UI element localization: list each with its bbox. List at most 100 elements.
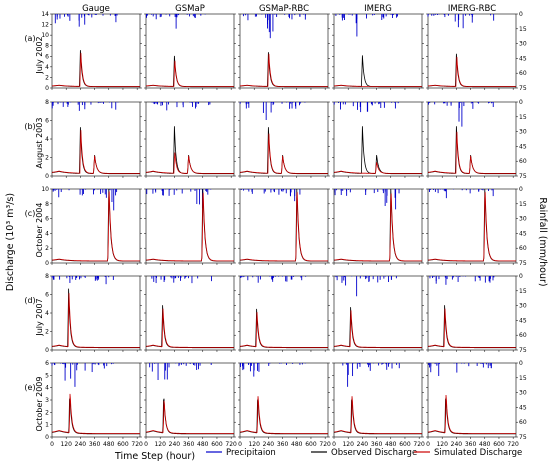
observed-line (239, 52, 328, 88)
observed-line (239, 308, 328, 349)
x-tick-label: 0 (144, 441, 148, 448)
panel (238, 188, 330, 265)
rain-tick-label: 75 (519, 347, 527, 354)
rain-tick-label: 15 (519, 375, 527, 382)
panel-frame (427, 362, 517, 438)
row-tag: (a) (24, 34, 35, 43)
x-tick-label: 240 (357, 441, 369, 448)
rain-tick-label: 60 (519, 70, 527, 77)
panel: 0 2 4 6 8 (45, 273, 142, 354)
simulated-line (145, 192, 234, 262)
x-tick-label: 120 (248, 441, 260, 448)
y-tick-label: 6 (45, 292, 49, 299)
y-tick-label: 4 (45, 230, 49, 237)
y-tick-label: 1 (45, 422, 49, 429)
rain-tick-label: 0 (519, 360, 523, 367)
x-tick-label: 720 (413, 441, 425, 448)
rain-tick-label: 45 (519, 317, 527, 324)
panel (238, 101, 330, 178)
panel: 0 2 4 6 8 (45, 99, 142, 180)
rain-tick-label: 30 (519, 390, 527, 397)
panel: GSMaP (144, 4, 236, 90)
y-tick-label: 2 (45, 245, 49, 252)
rain-tick-label: 45 (519, 404, 527, 411)
rain-tick-label: 0 (519, 186, 523, 193)
panel: 0 15 30 45 60 75 (426, 273, 527, 354)
rain-tick-label: 60 (519, 332, 527, 339)
y-tick-label: 0 (45, 434, 49, 441)
x-tick-label: 120 (436, 441, 448, 448)
panel-frame (239, 275, 329, 351)
y-tick-label: 0 (45, 347, 49, 354)
y-tick-label: 3 (45, 397, 49, 404)
panel-frame (427, 275, 517, 351)
rain-tick-label: 45 (519, 230, 527, 237)
panel (144, 188, 236, 265)
x-tick-label: 480 (197, 441, 209, 448)
panel (332, 188, 424, 265)
panel: 0 15 30 45 60 75 (426, 99, 527, 180)
rain-tick-label: 0 (519, 11, 523, 18)
y-tick-label: 5 (45, 372, 49, 379)
simulated-line (240, 312, 328, 348)
rain-tick-label: 0 (519, 99, 523, 106)
rain-tick-label: 45 (519, 143, 527, 150)
x-tick-label: 360 (277, 441, 289, 448)
observed-line (333, 307, 422, 349)
panel-frame (333, 188, 423, 264)
panel: 0 15 30 45 60 75 IMERG-RBC (426, 4, 527, 92)
simulated-line (427, 192, 516, 262)
observed-line (51, 50, 140, 88)
panel: 0 15 30 45 60 75 0 120 240 360 480 600 720 (426, 360, 527, 448)
panel: 0 120 240 360 480 600 720 (144, 362, 237, 448)
x-tick-label: 240 (75, 441, 87, 448)
x-tick-label: 0 (426, 441, 430, 448)
y-tick-label: 8 (45, 201, 49, 208)
x-tick-label: 0 (50, 441, 54, 448)
observed-line (427, 188, 516, 262)
x-tick-label: 240 (169, 441, 181, 448)
panel (332, 101, 424, 178)
panel: GSMaP-RBC (238, 4, 330, 90)
row-event-label: July 2002 (35, 36, 44, 74)
simulated-line (52, 52, 140, 87)
observed-line (427, 53, 516, 88)
panel-frame (239, 188, 329, 264)
x-tick-label: 120 (154, 441, 166, 448)
observed-line (427, 126, 516, 175)
x-tick-label: 720 (507, 441, 519, 448)
legend-label: Simulated Discharge (434, 448, 522, 458)
panel: 0 120 240 360 480 600 720 (332, 362, 425, 448)
y-tick-label: 6 (45, 360, 49, 367)
panel: 0 2 4 6 8 10 (41, 186, 142, 267)
simulated-line (240, 53, 328, 87)
simulated-line (427, 394, 516, 434)
panel (238, 275, 330, 352)
observed-line (145, 188, 234, 262)
x-tick-label: 600 (399, 441, 411, 448)
observed-line (51, 397, 140, 435)
y-tick-label: 6 (45, 118, 49, 125)
observed-line (239, 188, 328, 262)
rain-tick-label: 15 (519, 26, 527, 33)
y-tick-label: 2 (45, 329, 49, 336)
legend: Precipitaion Observed Discharge Simulated … (206, 448, 522, 458)
simulated-line (334, 162, 422, 174)
panel: IMERG (332, 4, 424, 90)
simulated-line (239, 192, 328, 262)
rain-tick-label: 75 (519, 173, 527, 180)
y-tick-label: 14 (41, 11, 49, 18)
column-title: IMERG-RBC (448, 4, 496, 14)
simulated-line (51, 191, 140, 262)
x-tick-label: 600 (117, 441, 129, 448)
y-tick-label: 2 (45, 74, 49, 81)
rain-tick-label: 75 (519, 85, 527, 92)
rain-tick-label: 30 (519, 41, 527, 48)
observed-line (239, 398, 328, 435)
y-tick-label: 0 (45, 260, 49, 267)
observed-line (51, 127, 140, 175)
x-tick-label: 480 (291, 441, 303, 448)
y-tick-label: 4 (45, 310, 49, 317)
y-tick-label: 10 (41, 186, 49, 193)
